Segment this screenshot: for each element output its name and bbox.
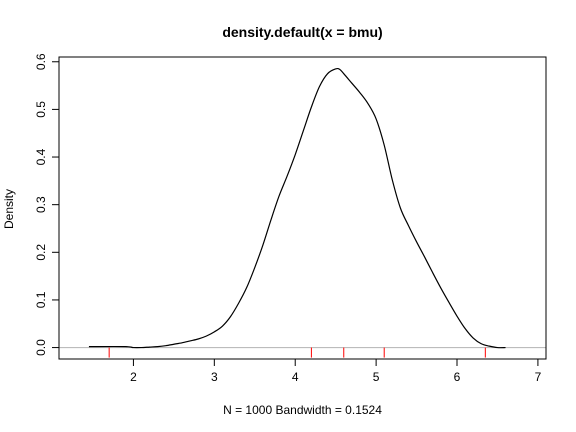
rug-marks — [108, 347, 486, 358]
x-tick-label: 3 — [211, 370, 218, 384]
y-tick-label: 0.0 — [34, 339, 48, 356]
y-tick-label: 0.5 — [34, 101, 48, 118]
y-tick-label: 0.1 — [34, 291, 48, 308]
y-tick-label: 0.3 — [34, 196, 48, 213]
x-tick-label: 7 — [535, 370, 542, 384]
x-axis-label: N = 1000 Bandwidth = 0.1524 — [223, 403, 382, 417]
y-tick-label: 0.4 — [34, 148, 48, 165]
x-tick-label: 6 — [454, 370, 461, 384]
chart-title: density.default(x = bmu) — [222, 24, 382, 40]
x-tick-label: 5 — [373, 370, 380, 384]
density-curve — [88, 67, 506, 349]
y-tick-label: 0.6 — [34, 53, 48, 70]
plot-frame — [58, 56, 547, 360]
y-tick-label: 0.2 — [34, 244, 48, 261]
y-axis: 0.0 0.1 0.2 0.3 0.4 0.5 0.6 — [34, 53, 60, 356]
x-axis: 2 3 4 5 6 7 — [130, 358, 542, 384]
x-tick-label: 4 — [292, 370, 299, 384]
y-axis-label: Density — [2, 189, 16, 229]
x-tick-label: 2 — [130, 370, 137, 384]
